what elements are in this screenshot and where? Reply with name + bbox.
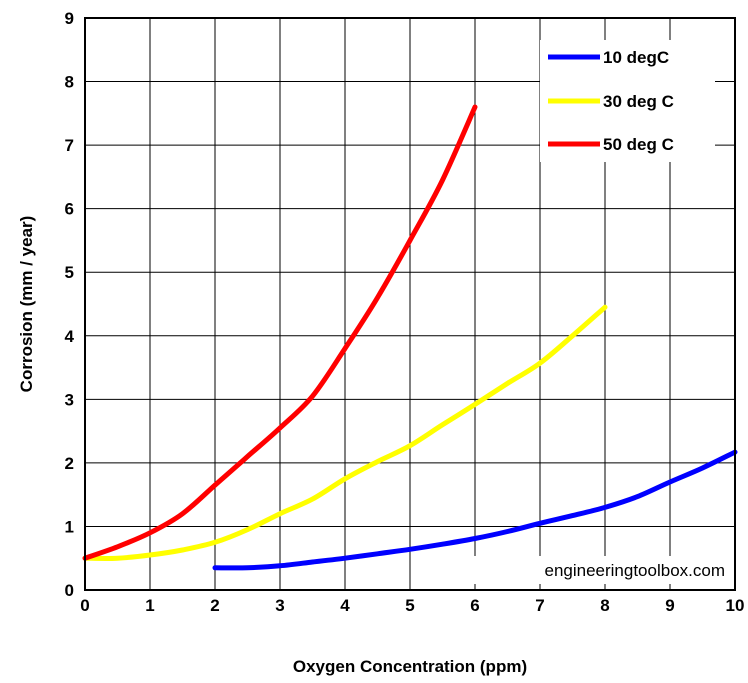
legend-label-3: 50 deg C xyxy=(603,135,674,154)
y-tick-label: 7 xyxy=(65,136,74,155)
x-tick-label: 0 xyxy=(80,596,89,615)
x-tick-labels: 0 1 2 3 4 5 6 7 8 9 10 xyxy=(80,596,744,615)
legend-label-1: 10 degC xyxy=(603,48,669,67)
y-axis-title: Corrosion (mm / year) xyxy=(17,216,36,393)
x-tick-label: 4 xyxy=(340,596,350,615)
y-tick-label: 9 xyxy=(65,9,74,28)
x-axis-title: Oxygen Concentration (ppm) xyxy=(293,657,527,676)
y-tick-label: 0 xyxy=(65,581,74,600)
legend: 10 degC 30 deg C 50 deg C xyxy=(548,48,674,154)
x-tick-label: 8 xyxy=(600,596,609,615)
x-tick-label: 5 xyxy=(405,596,414,615)
x-tick-label: 9 xyxy=(665,596,674,615)
plot-border xyxy=(84,17,736,591)
legend-label-2: 30 deg C xyxy=(603,92,674,111)
series-line-1 xyxy=(212,449,738,571)
x-tick-label: 3 xyxy=(275,596,284,615)
y-tick-label: 8 xyxy=(65,73,74,92)
watermark-text: engineeringtoolbox.com xyxy=(544,561,725,580)
x-tick-label: 6 xyxy=(470,596,479,615)
x-tick-label: 7 xyxy=(535,596,544,615)
series-line-3 xyxy=(82,104,478,561)
y-tick-label: 5 xyxy=(65,263,74,282)
x-tick-label: 2 xyxy=(210,596,219,615)
watermark-background xyxy=(440,556,730,584)
y-tick-label: 2 xyxy=(65,454,74,473)
x-tick-label: 10 xyxy=(726,596,745,615)
series-line-2 xyxy=(82,304,608,561)
x-tick-label: 1 xyxy=(145,596,154,615)
y-tick-label: 4 xyxy=(65,327,75,346)
series-lines xyxy=(82,104,738,571)
y-tick-label: 1 xyxy=(65,517,74,536)
y-tick-label: 3 xyxy=(65,390,74,409)
y-tick-label: 6 xyxy=(65,200,74,219)
y-tick-labels: 0 1 2 3 4 5 6 7 8 9 xyxy=(65,9,75,600)
